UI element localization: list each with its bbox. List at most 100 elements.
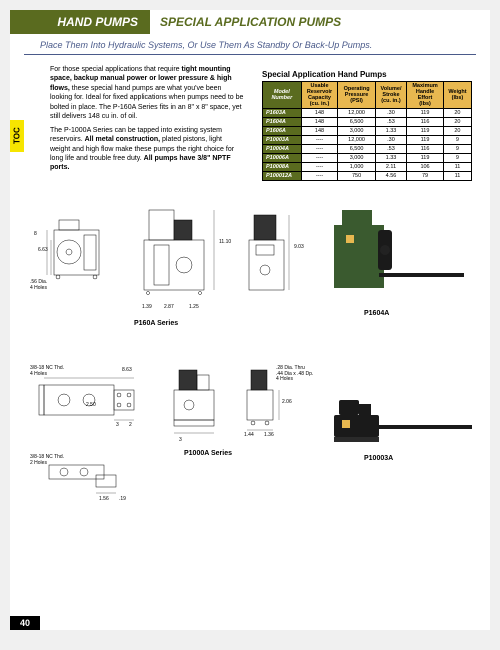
dim-d17: 2.06 [282, 400, 292, 406]
dim-d7: 2.87 [164, 305, 174, 311]
dim-d20: 3/8-18 NC Thd.2 Holes [30, 455, 64, 466]
table-row: P10006A----3,0001.331199 [263, 154, 472, 163]
table-cell: 4.56 [375, 172, 406, 181]
header-category: HAND PUMPS [10, 10, 150, 34]
table-cell: 9 [443, 145, 471, 154]
dim-d23: .19 [119, 497, 126, 503]
table-cell: ---- [301, 163, 338, 172]
table-cell: .53 [375, 145, 406, 154]
dim-d5: 11.10 [219, 240, 231, 246]
table-cell: 6,500 [338, 145, 375, 154]
table-cell: 3,000 [338, 154, 375, 163]
table-row: P10004A----6,500.531169 [263, 145, 472, 154]
table-row: P1604A1486,500.5311620 [263, 118, 472, 127]
table-cell: 79 [407, 172, 444, 181]
table-cell: 20 [443, 118, 471, 127]
table-cell: 1.33 [375, 127, 406, 136]
table-cell: 116 [407, 145, 444, 154]
table-cell: 6,500 [338, 118, 375, 127]
spec-table-wrap: Special Application Hand Pumps ModelNumb… [262, 70, 472, 181]
table-cell: 119 [407, 154, 444, 163]
dim-d9: 9.03 [294, 245, 304, 251]
dim-d18: 1.44 [244, 433, 254, 439]
col-weight: Weight(lbs) [443, 82, 471, 109]
page: HAND PUMPS SPECIAL APPLICATION PUMPS Pla… [10, 10, 490, 630]
table-cell: 11 [443, 172, 471, 181]
dim-d25: 2 [129, 423, 132, 429]
table-cell: 119 [407, 109, 444, 118]
table-cell: P10006A [263, 154, 302, 163]
label-p160: P160A Series [134, 320, 178, 327]
subheader: Place Them Into Hydraulic Systems, Or Us… [24, 36, 476, 55]
header-title: SPECIAL APPLICATION PUMPS [150, 10, 490, 34]
dim-d6: 1.39 [142, 305, 152, 311]
table-cell: 106 [407, 163, 444, 172]
dim-d2: 6.63 [38, 248, 48, 254]
dim-d1: 8 [34, 232, 37, 238]
col-pressure: OperatingPressure(PSI) [338, 82, 375, 109]
body-text: For those special applications that requ… [10, 61, 260, 181]
dim-d13: 2.50 [86, 403, 96, 409]
dim-d14: .28 Dia. Thru.44 Dia x .48 Dp.4 Holes [276, 366, 313, 383]
toc-tab[interactable]: TOC [10, 120, 24, 152]
table-cell: 1,000 [338, 163, 375, 172]
col-volume: Volume/Stroke(cu. in.) [375, 82, 406, 109]
table-cell: 148 [301, 109, 338, 118]
table-cell: P100012A [263, 172, 302, 181]
dim-d26: 3 [179, 438, 182, 444]
table-cell: .30 [375, 136, 406, 145]
page-header: HAND PUMPS SPECIAL APPLICATION PUMPS [10, 10, 490, 34]
dim-d8: 1.25 [189, 305, 199, 311]
diagram-p160-front [244, 210, 299, 300]
table-row: P10003A----12,000.301199 [263, 136, 472, 145]
table-cell: .30 [375, 109, 406, 118]
table-cell: 2.11 [375, 163, 406, 172]
table-cell: 9 [443, 154, 471, 163]
table-title: Special Application Hand Pumps [262, 70, 472, 79]
table-row: P100012A----7504.567911 [263, 172, 472, 181]
diagram-p160-top [134, 205, 224, 305]
table-cell: 12,000 [338, 136, 375, 145]
table-cell: 116 [407, 118, 444, 127]
label-p1000: P1000A Series [184, 450, 232, 457]
table-cell: P1606A [263, 127, 302, 136]
table-cell: 148 [301, 127, 338, 136]
table-cell: P10004A [263, 145, 302, 154]
table-cell: 11 [443, 163, 471, 172]
table-cell: 119 [407, 127, 444, 136]
table-cell: ---- [301, 154, 338, 163]
table-cell: ---- [301, 136, 338, 145]
col-reservoir: UsableReservoirCapacity(cu. in.) [301, 82, 338, 109]
table-row: P10008A----1,0002.1110611 [263, 163, 472, 172]
table-cell: 1.33 [375, 154, 406, 163]
spec-table: ModelNumber UsableReservoirCapacity(cu. … [262, 81, 472, 181]
dim-d10: 3/8-18 NC Thd.4 Holes [30, 366, 64, 377]
table-row: P1606A1483,0001.3311920 [263, 127, 472, 136]
dim-d22: 1.56 [99, 497, 109, 503]
dim-d3: .56 Dia.4 Holes [30, 280, 47, 291]
table-cell: 750 [338, 172, 375, 181]
table-cell: 3,000 [338, 127, 375, 136]
table-cell: P10003A [263, 136, 302, 145]
table-cell: P1604A [263, 118, 302, 127]
table-cell: 119 [407, 136, 444, 145]
diagram-area: 8 6.63 .56 Dia.4 Holes 11.10 1.39 2.87 1… [24, 210, 476, 610]
col-model: ModelNumber [263, 82, 302, 109]
product-p1604a [324, 195, 464, 315]
table-cell: 9 [443, 136, 471, 145]
table-cell: 20 [443, 127, 471, 136]
table-row: P1603A14812,000.3011920 [263, 109, 472, 118]
table-cell: .53 [375, 118, 406, 127]
table-cell: 20 [443, 109, 471, 118]
table-cell: P1603A [263, 109, 302, 118]
dim-d19: 1.36 [264, 433, 274, 439]
dim-d24: 3 [116, 423, 119, 429]
table-cell: 148 [301, 118, 338, 127]
label-p1604a: P1604A [364, 310, 389, 317]
col-effort: MaximumHandleEffort(lbs) [407, 82, 444, 109]
diagram-p160-side [44, 210, 114, 290]
table-cell: ---- [301, 172, 338, 181]
dim-d12: 8.63 [122, 368, 132, 374]
table-cell: P10008A [263, 163, 302, 172]
table-cell: ---- [301, 145, 338, 154]
